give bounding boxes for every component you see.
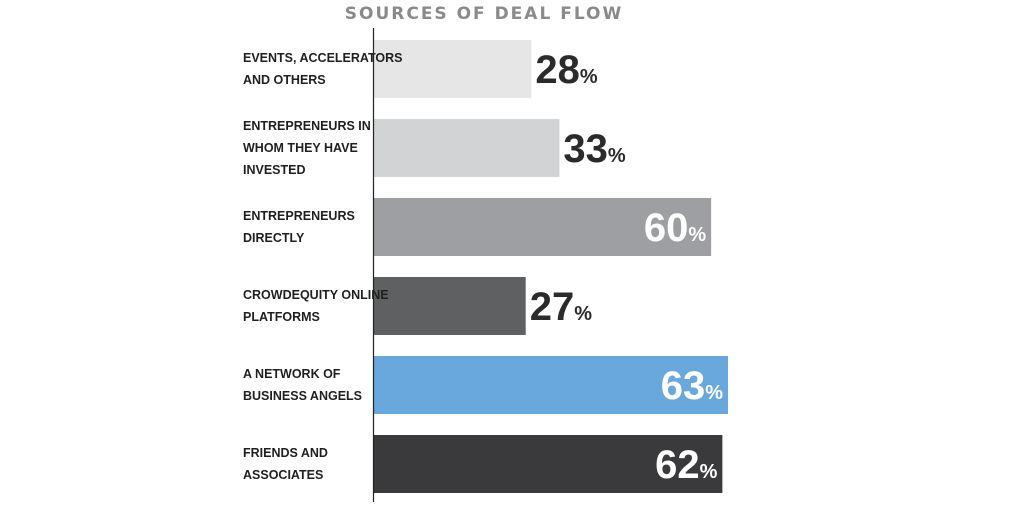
- category-label-2: ENTREPRENEURS IN WHOM THEY HAVE INVESTED: [243, 119, 371, 177]
- chart-title: SOURCES OF DEAL FLOW: [345, 4, 624, 24]
- category-labels-group: EVENTS, ACCELERATORS AND OTHERS ENTREPRENE…: [243, 51, 403, 482]
- category-label-3: ENTREPRENEURS DIRECTLY: [243, 209, 355, 245]
- bar-2: [374, 119, 560, 177]
- bars-group: [374, 40, 728, 493]
- category-label-5: A NETWORK OF BUSINESS ANGELS: [243, 367, 362, 403]
- value-label-6: 62%: [655, 443, 718, 487]
- bar-5: [374, 356, 728, 414]
- bar-4: [374, 277, 526, 335]
- category-label-4: CROWDEQUITY ONLINE PLATFORMS: [243, 288, 389, 324]
- value-label-2: 33%: [563, 127, 626, 171]
- category-label-1: EVENTS, ACCELERATORS AND OTHERS: [243, 51, 403, 87]
- bar-3: [374, 198, 712, 256]
- bar-1: [374, 40, 532, 98]
- bar-6: [374, 435, 723, 493]
- value-label-4: 27%: [530, 285, 593, 329]
- value-label-5: 63%: [661, 364, 724, 408]
- value-labels-group: 28% 33% 60% 27% 63% 62%: [530, 48, 723, 487]
- value-label-1: 28%: [535, 48, 598, 92]
- category-label-6: FRIENDS AND ASSOCIATES: [243, 446, 328, 482]
- value-label-3: 60%: [644, 206, 707, 250]
